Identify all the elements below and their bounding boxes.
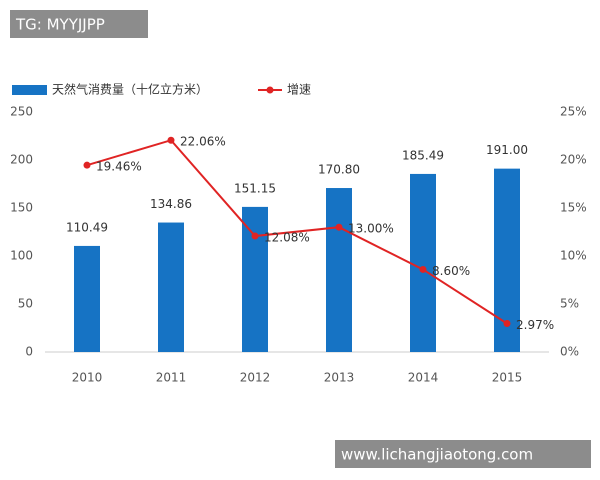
bar-value-label: 134.86 xyxy=(150,197,192,211)
y2-tick-label: 15% xyxy=(560,201,587,215)
bar xyxy=(326,188,352,352)
line-point xyxy=(503,319,511,327)
y2-tick-label: 0% xyxy=(560,345,579,359)
bar xyxy=(74,245,100,352)
watermark: TG: MYYJJPP xyxy=(15,16,105,34)
legend-swatch xyxy=(266,86,274,94)
line-value-label: 19.46% xyxy=(96,160,142,174)
y2-tick-label: 20% xyxy=(560,153,587,167)
legend-swatch xyxy=(12,85,47,95)
watermark-box xyxy=(335,440,591,468)
x-tick-label: 2012 xyxy=(240,371,271,385)
line xyxy=(86,139,508,325)
bar-value-label: 191.00 xyxy=(486,143,528,157)
x-tick-label: 2015 xyxy=(492,371,523,385)
line-value-label: 13.00% xyxy=(348,222,394,236)
line-value-label: 12.08% xyxy=(264,231,310,245)
bar-value-label: 151.15 xyxy=(234,181,276,195)
y-tick-label: 100 xyxy=(10,249,33,263)
legend-label: 天然气消费量（十亿立方米） xyxy=(52,82,208,97)
y-tick-label: 50 xyxy=(18,297,33,311)
y2-tick-label: 25% xyxy=(560,105,587,119)
watermark-box xyxy=(10,10,148,38)
bar xyxy=(158,222,184,352)
y2-tick-label: 10% xyxy=(560,249,587,263)
y-tick-label: 250 xyxy=(10,105,33,119)
y-tick-label: 200 xyxy=(10,153,33,167)
y-tick-label: 0 xyxy=(25,345,33,359)
x-tick-label: 2011 xyxy=(156,371,187,385)
bar-value-label: 110.49 xyxy=(66,220,108,234)
watermark: www.lichangjiaotong.com xyxy=(341,446,533,464)
line-value-label: 2.97% xyxy=(516,318,554,332)
x-tick-label: 2013 xyxy=(324,371,355,385)
bar xyxy=(242,206,268,352)
y-tick-label: 150 xyxy=(10,201,33,215)
line-value-label: 22.06% xyxy=(180,135,226,149)
line-value-label: 8.60% xyxy=(432,264,470,278)
line-point xyxy=(419,265,427,273)
bar xyxy=(410,173,436,352)
x-tick-label: 2014 xyxy=(408,371,439,385)
y2-tick-label: 5% xyxy=(560,297,579,311)
line-point xyxy=(83,161,91,169)
line-point xyxy=(335,223,343,231)
line-point xyxy=(251,232,259,240)
line-point xyxy=(167,136,175,144)
bar-value-label: 170.80 xyxy=(318,163,360,177)
bar-value-label: 185.49 xyxy=(402,148,444,162)
x-tick-label: 2010 xyxy=(72,371,103,385)
legend-label: 增速 xyxy=(287,83,311,97)
